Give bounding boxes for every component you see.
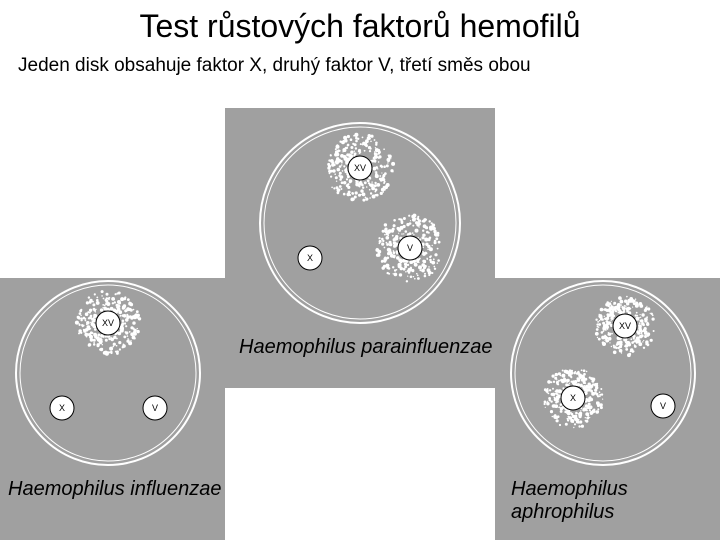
panel-parainfluenzae: XVXV Haemophilus parainfluenzae [225, 108, 495, 388]
svg-text:X: X [570, 393, 576, 403]
svg-text:V: V [152, 403, 158, 413]
page-title: Test růstových faktorů hemofilů [0, 0, 720, 45]
panel-influenzae: XVXV Haemophilus influenzae [0, 278, 225, 540]
svg-text:XV: XV [102, 318, 114, 328]
dish-influenzae: XVXV [0, 278, 225, 473]
dish-aphrophilus: XVXV [495, 278, 720, 473]
svg-text:V: V [407, 243, 413, 253]
species-label-parainfluenzae: Haemophilus parainfluenzae [239, 336, 493, 359]
svg-text:X: X [307, 253, 313, 263]
svg-text:XV: XV [619, 321, 631, 331]
dish-parainfluenzae: XVXV [225, 108, 495, 338]
panel-aphrophilus: XVXV Haemophilus aphrophilus [495, 278, 720, 540]
svg-text:V: V [660, 401, 666, 411]
svg-text:X: X [59, 403, 65, 413]
species-label-aphrophilus: Haemophilus aphrophilus [511, 478, 720, 524]
species-label-influenzae: Haemophilus influenzae [8, 478, 221, 501]
svg-text:XV: XV [354, 163, 366, 173]
page-subtitle: Jeden disk obsahuje faktor X, druhý fakt… [0, 45, 720, 77]
